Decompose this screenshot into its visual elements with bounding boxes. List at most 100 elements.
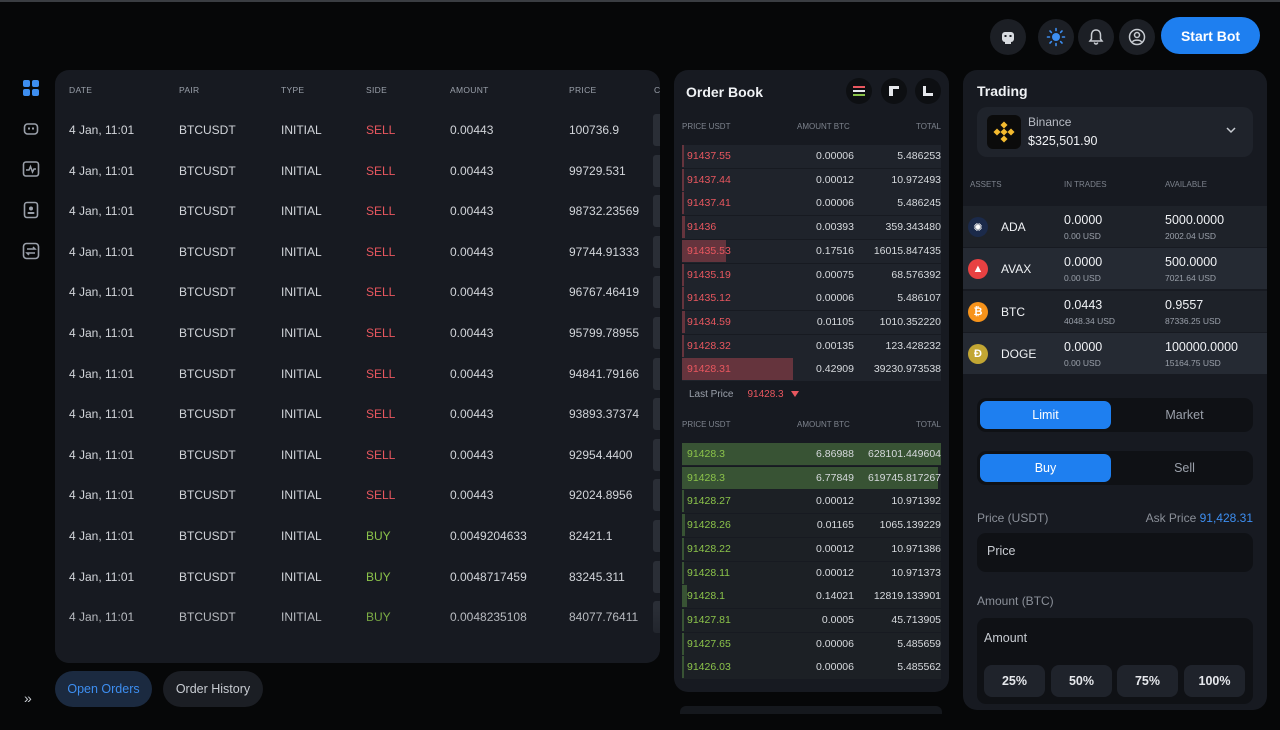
market-tab[interactable]: Market bbox=[1165, 408, 1204, 422]
column-truncated[interactable]: C bbox=[654, 85, 660, 95]
table-row[interactable]: 4 Jan, 11:01 BTCUSDT INITIAL BUY 0.004871745… bbox=[55, 557, 660, 597]
table-row[interactable]: 4 Jan, 11:01 BTCUSDT INITIAL BUY 0.004920463… bbox=[55, 516, 660, 556]
table-row[interactable]: 4 Jan, 11:01 BTCUSDT INITIAL SELL 0.00443 987… bbox=[55, 191, 660, 231]
order-amount: 0.0049204633 bbox=[450, 529, 527, 543]
last-price-value: 91428.3 bbox=[747, 389, 784, 400]
total: 628101.449604 bbox=[868, 448, 941, 460]
column-side[interactable]: SIDE bbox=[366, 85, 388, 95]
order-date: 4 Jan, 11:01 bbox=[69, 366, 135, 381]
table-row[interactable]: 4 Jan, 11:01 BTCUSDT INITIAL SELL 0.00443 920… bbox=[55, 475, 660, 515]
asset-row[interactable]: Ð DOGE 0.0000 0.00 USD 100000.0000 15164.75 U… bbox=[963, 332, 1267, 374]
ask-row[interactable]: 91437.44 0.00012 10.972493 bbox=[682, 168, 941, 192]
view-bids-button[interactable] bbox=[915, 78, 941, 104]
bot-button[interactable] bbox=[990, 19, 1026, 55]
price: 91435.53 bbox=[687, 244, 731, 257]
profile-button[interactable] bbox=[1119, 19, 1155, 55]
ask-row[interactable]: 91428.31 0.42909 39230.973538 bbox=[682, 358, 941, 382]
table-row[interactable]: 4 Jan, 11:01 BTCUSDT INITIAL SELL 0.00443 977… bbox=[55, 232, 660, 272]
order-amount: 0.00443 bbox=[450, 204, 494, 219]
percent-100-button[interactable]: 100% bbox=[1184, 665, 1245, 697]
column-price[interactable]: PRICE bbox=[569, 85, 597, 95]
ask-row[interactable]: 91428.32 0.00135 123.428232 bbox=[682, 334, 941, 358]
bid-row[interactable]: 91428.22 0.00012 10.971386 bbox=[682, 537, 941, 561]
order-pair: BTCUSDT bbox=[179, 244, 236, 259]
table-row[interactable]: 4 Jan, 11:01 BTCUSDT INITIAL SELL 0.00443 938… bbox=[55, 394, 660, 434]
start-bot-button[interactable]: Start Bot bbox=[1161, 17, 1260, 54]
column-pair[interactable]: PAIR bbox=[179, 85, 200, 95]
sidebar-item-wallet[interactable] bbox=[21, 200, 41, 220]
bid-row[interactable]: 91428.27 0.00012 10.971392 bbox=[682, 490, 941, 514]
bid-row[interactable]: 91428.11 0.00012 10.971373 bbox=[682, 561, 941, 585]
amount: 0.00006 bbox=[816, 197, 854, 210]
view-both-button[interactable] bbox=[846, 78, 872, 104]
amount-input[interactable]: Amount bbox=[984, 631, 1028, 645]
bid-row[interactable]: 91426.03 0.00006 5.485562 bbox=[682, 656, 941, 680]
view-asks-button[interactable] bbox=[881, 78, 907, 104]
last-price-label: Last Price bbox=[689, 389, 734, 400]
ask-row[interactable]: 91436 0.00393 359.343480 bbox=[682, 216, 941, 240]
table-row[interactable]: 4 Jan, 11:01 BTCUSDT INITIAL SELL 0.00443 967… bbox=[55, 272, 660, 312]
asset-row[interactable]: ₿ BTC 0.0443 4048.34 USD 0.9557 87336.25 USD bbox=[963, 290, 1267, 332]
order-pair: BTCUSDT bbox=[179, 407, 236, 422]
percent-75-button[interactable]: 75% bbox=[1117, 665, 1178, 697]
bid-row[interactable]: 91428.1 0.14021 12819.133901 bbox=[682, 585, 941, 609]
table-row[interactable]: 4 Jan, 11:01 BTCUSDT INITIAL SELL 0.00443 948… bbox=[55, 354, 660, 394]
asset-row[interactable]: ✺ ADA 0.0000 0.00 USD 5000.0000 2002.04 USD bbox=[963, 206, 1267, 247]
limit-tab[interactable]: Limit bbox=[980, 401, 1111, 429]
exchange-selector[interactable]: Binance $325,501.90 bbox=[977, 107, 1253, 157]
bid-row[interactable]: 91428.3 6.86988 628101.449604 bbox=[682, 443, 941, 466]
bid-row[interactable]: 91428.3 6.77849 619745.817267 bbox=[682, 466, 941, 490]
sell-tab[interactable]: Sell bbox=[1174, 461, 1195, 475]
sidebar-item-dashboard[interactable] bbox=[21, 78, 41, 98]
amount: 0.00012 bbox=[816, 542, 854, 555]
book-bids-icon bbox=[923, 86, 933, 96]
depth-bar bbox=[682, 168, 684, 191]
avax-coin-icon: ▲ bbox=[968, 259, 988, 280]
expand-sidebar-button[interactable]: » bbox=[24, 690, 32, 706]
percent-25-button[interactable]: 25% bbox=[984, 665, 1045, 697]
price-input[interactable]: Price bbox=[977, 533, 1253, 572]
order-price: 97744.91333 bbox=[569, 244, 640, 259]
price: 91427.65 bbox=[687, 637, 731, 650]
ask-price-value[interactable]: 91,428.31 bbox=[1199, 511, 1253, 525]
ask-row[interactable]: 91437.55 0.00006 5.486253 bbox=[682, 145, 941, 168]
ask-row[interactable]: 91435.19 0.00075 68.576392 bbox=[682, 263, 941, 287]
column-amount[interactable]: AMOUNT bbox=[450, 85, 489, 95]
in-trades-usd: 0.00 USD bbox=[1064, 231, 1101, 241]
table-row[interactable]: 4 Jan, 11:01 BTCUSDT INITIAL SELL 0.00443 997… bbox=[55, 151, 660, 191]
price: 91428.22 bbox=[687, 542, 731, 555]
order-side: SELL bbox=[366, 163, 396, 178]
table-row[interactable]: 4 Jan, 11:01 BTCUSDT INITIAL SELL 0.00443 100… bbox=[55, 110, 660, 150]
theme-toggle-button[interactable] bbox=[1038, 19, 1074, 55]
ask-row[interactable]: 91435.53 0.17516 16015.847435 bbox=[682, 239, 941, 263]
orders-table: DATE PAIR TYPE SIDE AMOUNT PRICE C 4 Jan… bbox=[55, 70, 660, 663]
sidebar-item-bots[interactable] bbox=[21, 119, 41, 139]
tab-order-history[interactable]: Order History bbox=[163, 671, 263, 707]
percent-50-button[interactable]: 50% bbox=[1051, 665, 1112, 697]
asset-row[interactable]: ▲ AVAX 0.0000 0.00 USD 500.0000 7021.64 USD bbox=[963, 248, 1267, 290]
order-pair: BTCUSDT bbox=[179, 285, 236, 300]
bid-row[interactable]: 91428.26 0.01165 1065.139229 bbox=[682, 514, 941, 538]
ask-row[interactable]: 91437.41 0.00006 5.486245 bbox=[682, 192, 941, 216]
bid-row[interactable]: 91427.65 0.00006 5.485659 bbox=[682, 632, 941, 656]
column-amount-btc: AMOUNT BTC bbox=[797, 420, 850, 429]
sidebar-item-exchange[interactable] bbox=[21, 241, 41, 261]
column-date[interactable]: DATE bbox=[69, 85, 93, 95]
tab-open-orders[interactable]: Open Orders bbox=[55, 671, 152, 707]
table-row[interactable]: 4 Jan, 11:01 BTCUSDT INITIAL SELL 0.00443 957… bbox=[55, 313, 660, 353]
amount: 0.00075 bbox=[816, 268, 854, 281]
bid-row[interactable]: 91427.81 0.0005 45.713905 bbox=[682, 608, 941, 632]
column-type[interactable]: TYPE bbox=[281, 85, 305, 95]
depth-bar bbox=[682, 514, 685, 537]
ask-row[interactable]: 91435.12 0.00006 5.486107 bbox=[682, 287, 941, 311]
ask-row[interactable]: 91434.59 0.01105 1010.352220 bbox=[682, 310, 941, 334]
amount: 0.00135 bbox=[816, 339, 854, 352]
order-pair: BTCUSDT bbox=[179, 366, 236, 381]
in-trades-amount: 0.0000 bbox=[1064, 339, 1103, 354]
table-row[interactable]: 4 Jan, 11:01 BTCUSDT INITIAL SELL 0.00443 929… bbox=[55, 435, 660, 475]
amount-input-box: Amount 25% 50% 75% 100% bbox=[977, 618, 1253, 704]
book-asks-icon bbox=[889, 86, 899, 96]
sidebar-item-analytics[interactable] bbox=[21, 159, 41, 179]
buy-tab[interactable]: Buy bbox=[980, 454, 1111, 482]
notifications-button[interactable] bbox=[1078, 19, 1114, 55]
